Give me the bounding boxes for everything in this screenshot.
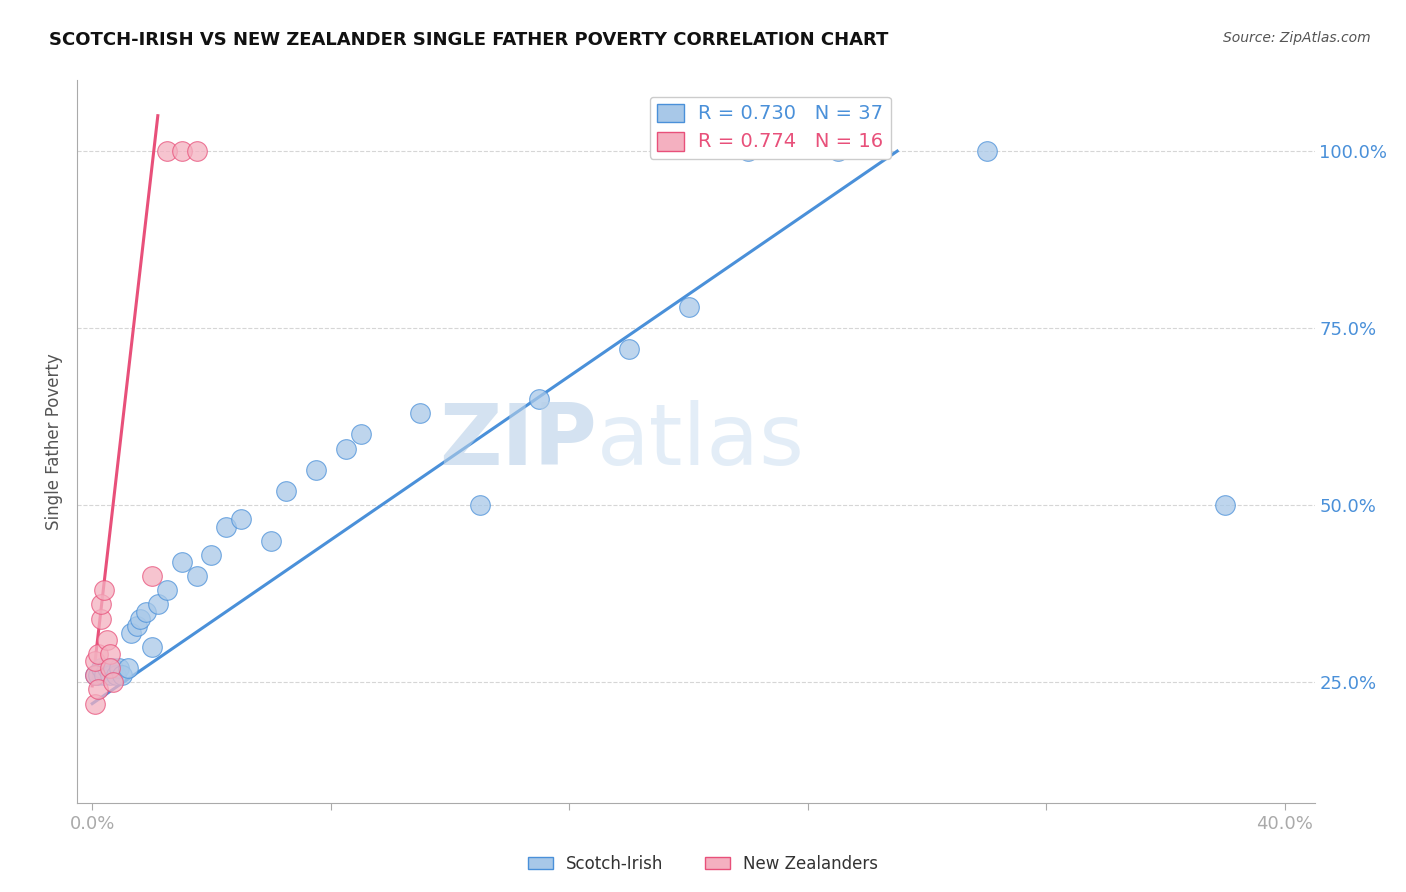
Point (105, 668, 128, 682)
Point (101, 675, 124, 690)
Point (87, 682, 110, 697)
Legend: R = 0.730   N = 37, R = 0.774   N = 16: R = 0.730 N = 37, R = 0.774 N = 16 (650, 96, 891, 159)
Point (200, 548, 222, 562)
Legend: Scotch-Irish, New Zealanders: Scotch-Irish, New Zealanders (522, 848, 884, 880)
Point (98, 661, 121, 675)
Point (231, 512, 253, 526)
Point (87, 668, 110, 682)
Point (129, 612, 152, 626)
Point (335, 442, 357, 456)
Point (274, 484, 297, 499)
Point (120, 625, 142, 640)
Point (349, 427, 371, 442)
Point (1213, 498, 1236, 512)
Point (84, 668, 107, 682)
Point (141, 569, 163, 583)
Point (117, 661, 139, 675)
Point (96, 661, 118, 675)
Point (90, 612, 112, 626)
Point (186, 144, 208, 158)
Point (170, 555, 193, 569)
Point (305, 463, 328, 477)
Point (468, 498, 491, 512)
Point (186, 569, 208, 583)
Point (93, 583, 115, 598)
Point (111, 668, 134, 682)
Point (156, 583, 179, 598)
Point (156, 144, 179, 158)
Point (84, 668, 107, 682)
Point (108, 661, 131, 675)
Point (87, 647, 110, 661)
Point (101, 661, 124, 675)
Point (409, 406, 432, 420)
Point (529, 392, 551, 406)
Y-axis label: Single Father Poverty: Single Father Poverty (45, 353, 63, 530)
Point (678, 300, 700, 314)
Point (96, 632, 118, 647)
Point (84, 654, 107, 668)
Point (135, 605, 157, 619)
Point (737, 144, 759, 158)
Point (98, 668, 121, 682)
Text: atlas: atlas (598, 400, 806, 483)
Point (84, 697, 107, 711)
Point (125, 618, 148, 632)
Point (93, 668, 115, 682)
Text: Source: ZipAtlas.com: Source: ZipAtlas.com (1223, 31, 1371, 45)
Point (146, 598, 169, 612)
Point (90, 598, 112, 612)
Point (260, 533, 283, 548)
Point (215, 519, 238, 533)
Text: SCOTCH-IRISH VS NEW ZEALANDER SINGLE FATHER POVERTY CORRELATION CHART: SCOTCH-IRISH VS NEW ZEALANDER SINGLE FAT… (49, 31, 889, 49)
Point (827, 144, 849, 158)
Point (90, 661, 112, 675)
Text: ZIP: ZIP (439, 400, 598, 483)
Point (170, 144, 193, 158)
Point (141, 640, 163, 654)
Point (976, 144, 998, 158)
Point (617, 343, 640, 357)
Point (98, 647, 121, 661)
